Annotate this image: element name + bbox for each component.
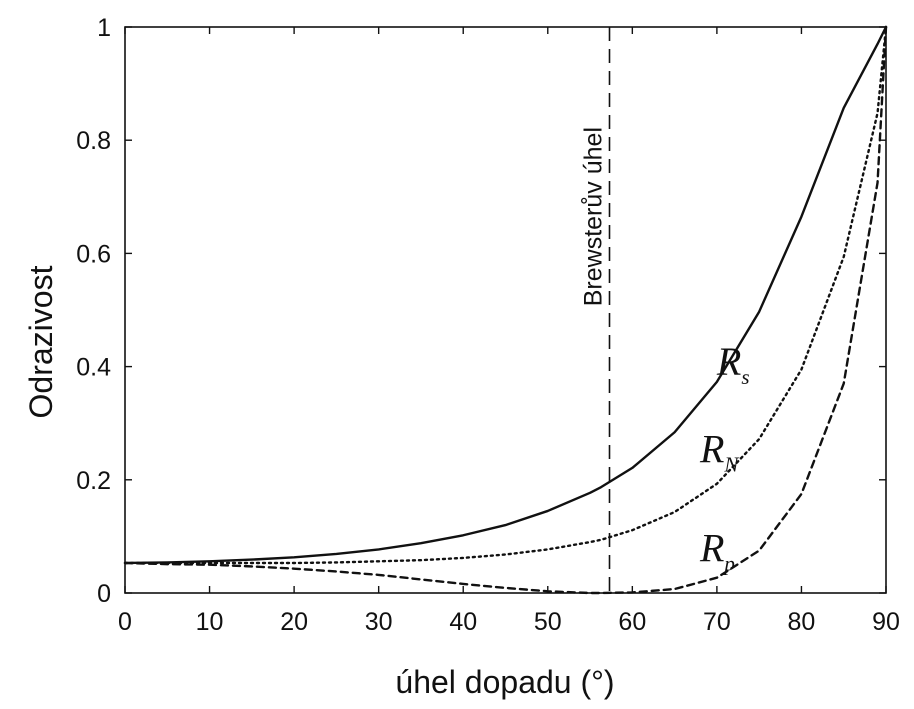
y-tick-label: 1 (97, 14, 111, 42)
x-tick-label: 30 (365, 608, 393, 636)
x-tick-label: 0 (118, 608, 132, 636)
axis-labels: 0 10 20 30 40 50 60 70 80 90 0 0.2 0.4 0.6 0.8 1 (76, 14, 900, 636)
x-tick-label: 60 (618, 608, 646, 636)
x-tick-label: 20 (280, 608, 308, 636)
brewster-annotation: Brewsterův úhel (580, 27, 611, 593)
series-label-rn: RN (699, 427, 739, 477)
y-tick-label: 0.6 (76, 240, 111, 268)
y-tick-label: 0 (97, 580, 111, 608)
plot-frame (124, 26, 887, 594)
x-tick-label: 50 (534, 608, 562, 636)
y-tick-label: 0.8 (76, 127, 111, 155)
x-tick-label: 10 (196, 608, 224, 636)
x-tick-label: 80 (788, 608, 816, 636)
y-tick-label: 0.4 (76, 354, 111, 382)
series-layer: Rs RN Rp (123, 25, 888, 595)
y-axis-title: Odrazivost (23, 265, 59, 418)
x-tick-label: 90 (872, 608, 900, 636)
axis-ticks (124, 26, 887, 594)
x-tick-label: 40 (449, 608, 477, 636)
x-axis-title: úhel dopadu (°) (395, 664, 614, 700)
series-label-rp: Rp (699, 526, 735, 576)
x-tick-label: 70 (703, 608, 731, 636)
plot-border (124, 26, 887, 594)
series-line-rs (123, 25, 888, 565)
y-tick-label: 0.2 (76, 467, 111, 495)
series-line-rn (123, 25, 888, 565)
brewster-angle-label: Brewsterův úhel (580, 127, 608, 306)
series-line-rp (123, 25, 888, 595)
series-label-rs: Rs (716, 339, 750, 389)
